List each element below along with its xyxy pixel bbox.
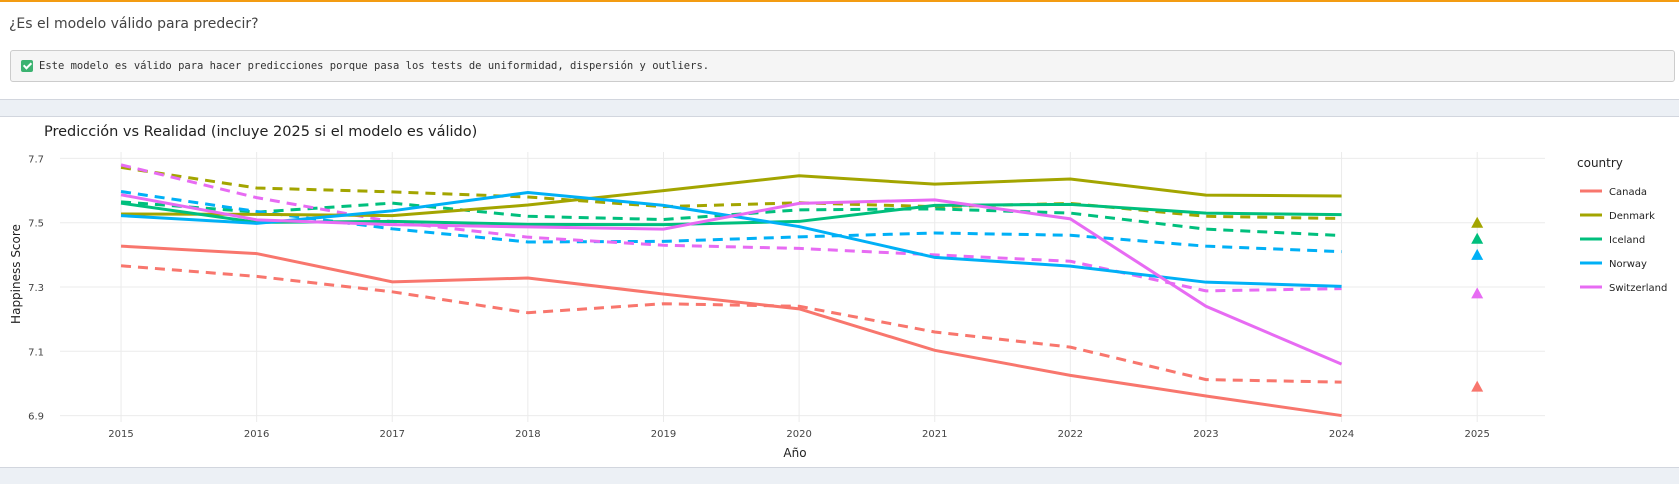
x-tick-label: 2021: [922, 429, 947, 440]
y-tick-label: 7.5: [28, 219, 44, 230]
x-tick-label: 2023: [1193, 429, 1218, 440]
validity-panel: ¿Es el modelo válido para predecir? Este…: [0, 0, 1679, 100]
legend-label-switzerland: Switzerland: [1609, 283, 1667, 294]
chart-title: Predicción vs Realidad (incluye 2025 si …: [44, 124, 477, 140]
x-tick-label: 2017: [380, 429, 405, 440]
series-lines: [120, 163, 1343, 418]
y-tick-label: 7.3: [28, 283, 44, 294]
series-line-canada-actual: [120, 244, 1342, 418]
x-tick-label: 2015: [108, 429, 133, 440]
forecast-marker-switzerland: [1471, 287, 1484, 299]
y-tick-label: 7.7: [28, 154, 44, 165]
x-tick-label: 2018: [515, 429, 540, 440]
x-tick-label: 2020: [786, 429, 811, 440]
legend[interactable]: country Canada Denmark Iceland Norway Switze…: [1577, 156, 1667, 294]
x-axis-label: Año: [783, 446, 806, 460]
forecast-marker-canada: [1471, 380, 1484, 392]
validity-question-title: ¿Es el modelo válido para predecir?: [9, 16, 259, 32]
axis-ticks: 2015 2016 2017 2018 2019 2020 2021 2022 2023 2024…: [28, 154, 1490, 440]
x-tick-label: 2022: [1058, 429, 1083, 440]
x-tick-label: 2019: [651, 429, 676, 440]
chart-panel: 2015 2016 2017 2018 2019 2020 2021 2022 2023 2024…: [0, 116, 1679, 468]
x-tick-label: 2016: [244, 429, 269, 440]
y-tick-label: 6.9: [28, 412, 44, 423]
series-line-switzerland-predicted: [120, 163, 1342, 293]
legend-label-iceland: Iceland: [1609, 235, 1645, 246]
y-axis-label: Happiness Score: [9, 224, 23, 324]
series-line-switzerland-actual: [120, 193, 1343, 366]
validity-verdict-text: Este modelo es válido para hacer predicc…: [39, 60, 710, 72]
forecast-markers: [1471, 216, 1484, 392]
validity-verdict-box: Este modelo es válido para hacer predicc…: [10, 50, 1675, 82]
check-icon: [21, 60, 33, 72]
forecast-marker-norway: [1471, 248, 1484, 260]
x-tick-label: 2025: [1464, 429, 1489, 440]
series-line-norway-predicted: [120, 190, 1342, 254]
grid: [60, 152, 1545, 422]
forecast-marker-denmark: [1471, 216, 1484, 228]
legend-label-denmark: Denmark: [1609, 211, 1655, 222]
prediction-vs-reality-chart: 2015 2016 2017 2018 2019 2020 2021 2022 2023 2024…: [9, 124, 1667, 460]
legend-label-canada: Canada: [1609, 187, 1647, 198]
legend-label-norway: Norway: [1609, 259, 1647, 270]
series-line-denmark-actual: [121, 174, 1342, 218]
legend-title: country: [1577, 156, 1623, 170]
series-line-canada-predicted: [120, 264, 1342, 384]
x-tick-label: 2024: [1329, 429, 1354, 440]
forecast-marker-iceland: [1471, 232, 1484, 244]
series-line-denmark-predicted: [120, 165, 1342, 221]
y-tick-label: 7.1: [28, 347, 44, 358]
